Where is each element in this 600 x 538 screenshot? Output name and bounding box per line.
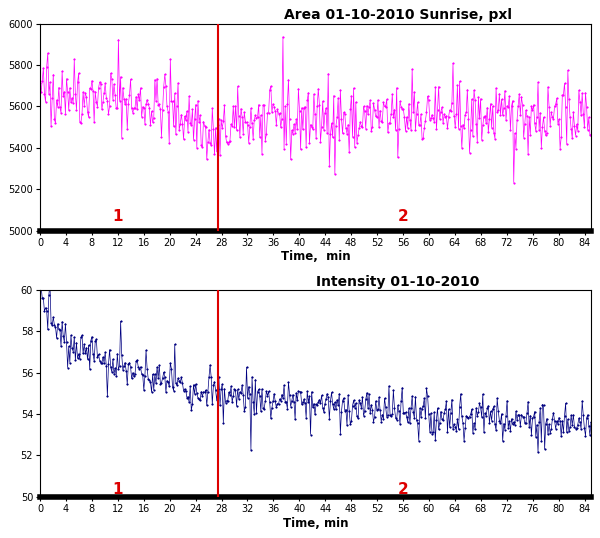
X-axis label: Time, min: Time, min bbox=[283, 516, 348, 530]
Text: 1: 1 bbox=[113, 209, 123, 224]
X-axis label: Time,  min: Time, min bbox=[281, 251, 350, 264]
Text: 2: 2 bbox=[398, 482, 409, 497]
Text: 2: 2 bbox=[398, 209, 409, 224]
Text: 1: 1 bbox=[113, 482, 123, 497]
Title: Intensity 01-10-2010: Intensity 01-10-2010 bbox=[316, 274, 480, 288]
Title: Area 01-10-2010 Sunrise, pxl: Area 01-10-2010 Sunrise, pxl bbox=[284, 8, 512, 23]
